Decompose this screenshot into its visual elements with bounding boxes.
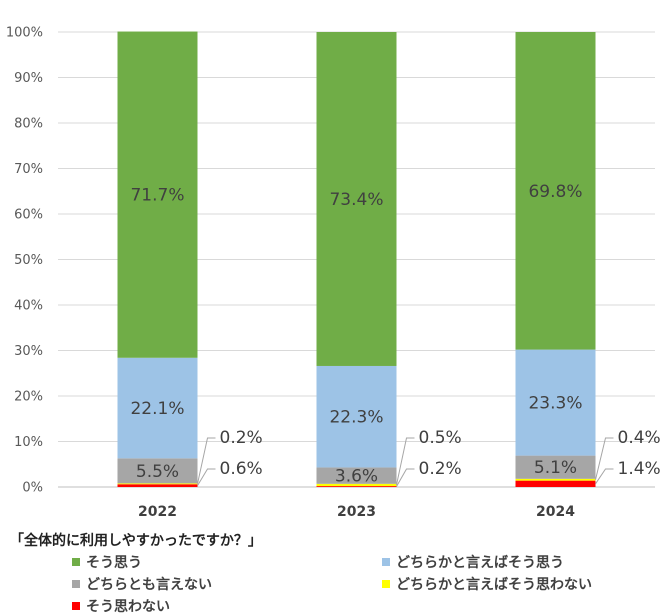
y-tick-label: 80% xyxy=(14,117,43,132)
legend-swatch-green xyxy=(72,558,80,566)
bar-segment xyxy=(316,483,397,487)
legend-item-dochiraka-omowanai: どちらかと言えばそう思わない xyxy=(382,574,592,594)
bar-segment xyxy=(316,365,397,468)
legend-item-dochiraka-omou: どちらかと言えばそう思う xyxy=(382,552,564,572)
bar-segment xyxy=(316,32,397,366)
y-tick-label: 0% xyxy=(22,481,43,496)
legend-swatch-red xyxy=(72,602,80,610)
data-label: 0.2% xyxy=(220,428,263,448)
stacked-bar-chart: 0% 10% 20% 30% 40% 50% 60% 70% 80% 90% 100% 5.5% 22.… xyxy=(6,26,661,521)
bar-segment xyxy=(515,349,596,456)
data-label: 71.7% xyxy=(130,186,184,206)
legend-item-omowanai: そう思わない xyxy=(72,596,170,616)
bar-segment xyxy=(117,458,198,484)
leader-line xyxy=(595,437,614,480)
bar-segment xyxy=(515,478,596,481)
data-label: 73.4% xyxy=(329,190,383,210)
legend-swatch-yellow xyxy=(382,580,390,588)
legend-swatch-lightblue xyxy=(382,558,390,566)
legend-title: 「全体的に利用しやすかったですか？」 xyxy=(10,533,262,549)
legend-label: どちらとも言えない xyxy=(86,577,212,593)
bar-segment xyxy=(316,467,397,484)
legend-label: どちらかと言えばそう思う xyxy=(396,555,564,571)
y-tick-label: 50% xyxy=(14,253,43,268)
data-label: 5.1% xyxy=(534,458,577,478)
y-tick-label: 60% xyxy=(14,208,43,223)
leader-line xyxy=(396,437,415,486)
legend-label: そう思う xyxy=(86,555,142,571)
bar-segment xyxy=(117,31,198,358)
bar-segment xyxy=(316,486,397,487)
y-tick-label: 70% xyxy=(14,162,43,177)
y-tick-label: 20% xyxy=(14,390,43,405)
legend-item-sou-omou: そう思う xyxy=(72,552,142,572)
bar-segment xyxy=(515,455,596,479)
bar-segment xyxy=(515,480,596,487)
x-tick-label: 2022 xyxy=(138,504,177,520)
bar-segment xyxy=(117,357,198,459)
data-label: 0.4% xyxy=(618,428,661,448)
legend-item-dochiratomo: どちらとも言えない xyxy=(72,574,212,594)
x-tick-label: 2024 xyxy=(536,504,575,520)
legend-label: どちらかと言えばそう思わない xyxy=(396,577,592,593)
data-label: 22.1% xyxy=(130,399,184,419)
data-label: 0.2% xyxy=(419,459,462,479)
y-tick-label: 90% xyxy=(14,71,43,86)
data-label: 22.3% xyxy=(329,408,383,428)
data-label: 69.8% xyxy=(528,182,582,202)
leader-line xyxy=(197,437,216,484)
bar-segment xyxy=(515,32,596,350)
leader-line xyxy=(396,468,415,487)
legend-label: そう思わない xyxy=(86,599,170,615)
x-tick-label: 2023 xyxy=(337,504,376,520)
leader-line xyxy=(197,468,216,486)
y-tick-label: 40% xyxy=(14,299,43,314)
y-tick-label: 100% xyxy=(6,26,43,41)
bar-segment xyxy=(117,483,198,485)
data-label: 0.5% xyxy=(419,428,462,448)
leader-line xyxy=(595,468,614,485)
bar-segment xyxy=(117,484,198,487)
y-tick-label: 30% xyxy=(14,344,43,359)
data-label: 23.3% xyxy=(528,394,582,414)
y-tick-label: 10% xyxy=(14,435,43,450)
data-label: 0.6% xyxy=(220,459,263,479)
data-label: 3.6% xyxy=(335,467,378,487)
data-label: 5.5% xyxy=(136,462,179,482)
legend-swatch-gray xyxy=(72,580,80,588)
data-label: 1.4% xyxy=(618,459,661,479)
